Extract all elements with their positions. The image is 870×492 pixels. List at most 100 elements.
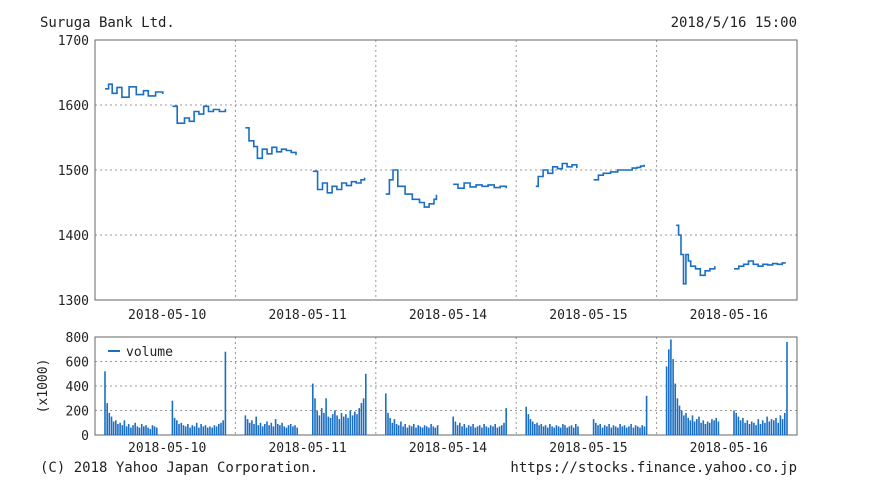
volume-bar: [432, 426, 435, 435]
volume-bar: [534, 424, 536, 435]
volume-bar: [784, 412, 786, 435]
volume-bar: [711, 419, 713, 435]
volume-bar: [689, 420, 692, 435]
volume-bar: [619, 424, 621, 435]
volume-bar: [266, 421, 268, 435]
volume-bar: [272, 426, 275, 435]
volume-bar: [487, 427, 490, 435]
volume-bar: [331, 414, 334, 435]
volume-bar: [678, 405, 681, 435]
volume-bar: [601, 427, 604, 435]
volume-x-tick-label: 2018-05-16: [690, 441, 768, 456]
volume-bar: [259, 422, 262, 436]
price-line-segment: [535, 162, 578, 188]
volume-bar: [138, 427, 141, 435]
volume-bar: [434, 427, 437, 435]
volume-bar: [637, 426, 639, 435]
volume-bar: [220, 422, 222, 436]
volume-bar: [555, 425, 558, 435]
volume-bar: [691, 415, 694, 435]
volume-bar: [459, 422, 461, 436]
volume-bar: [737, 416, 740, 435]
volume-bar: [505, 408, 507, 435]
volume-bar: [264, 424, 266, 435]
volume-panel: 0 200 400 600 800 (x1000) volume 2018-05-10 2018…: [36, 331, 798, 456]
volume-bar: [397, 425, 400, 435]
volume-bar: [283, 426, 285, 435]
source-url: https://stocks.finance.yahoo.co.jp: [510, 460, 797, 476]
volume-bar: [531, 421, 534, 435]
volume-bar: [182, 425, 185, 435]
volume-bar: [553, 427, 555, 435]
volume-bar: [706, 421, 709, 435]
volume-bar: [115, 420, 117, 435]
volume-bar: [426, 426, 428, 435]
volume-axis-label: (x1000): [36, 359, 51, 414]
volume-tick-label: 0: [81, 429, 89, 444]
volume-bar: [463, 424, 466, 435]
volume-bar: [645, 395, 648, 435]
volume-bar: [419, 426, 422, 435]
volume-bar: [527, 414, 530, 435]
volume-bar: [476, 426, 479, 435]
volume-bar: [106, 403, 108, 435]
volume-x-tick-label: 2018-05-11: [268, 441, 346, 456]
volume-bar: [218, 424, 220, 435]
volume-bar: [733, 410, 735, 435]
volume-bar: [156, 427, 158, 435]
volume-bar: [628, 426, 630, 435]
volume-bar: [683, 415, 685, 435]
volume-bar: [211, 427, 213, 435]
volume-bar: [410, 426, 413, 435]
volume-bar: [336, 415, 338, 435]
volume-bar: [674, 383, 676, 435]
volume-bar: [483, 424, 485, 435]
volume-bar: [125, 426, 128, 435]
volume-bar: [246, 419, 249, 435]
company-title: Suruga Bank Ltd.: [40, 15, 175, 31]
volume-bar: [557, 426, 560, 435]
volume-bar: [436, 425, 439, 435]
volume-bar: [314, 398, 316, 436]
volume-x-tick-label: 2018-05-10: [128, 441, 206, 456]
volume-bar: [577, 426, 579, 435]
volume-bar: [180, 422, 183, 436]
volume-bar: [112, 421, 115, 435]
volume-bar: [417, 425, 419, 435]
volume-bar: [385, 393, 387, 435]
volume-bar: [421, 427, 424, 435]
volume-bar: [704, 424, 707, 435]
volume-bar: [268, 425, 270, 435]
volume-bar: [470, 426, 472, 435]
volume-bar: [676, 398, 679, 436]
volume-bar: [387, 412, 389, 435]
volume-bar: [204, 425, 207, 435]
price-x-tick-label: 2018-05-11: [268, 308, 346, 323]
volume-bar: [316, 410, 318, 435]
volume-bar: [542, 426, 545, 435]
volume-x-tick-label: 2018-05-15: [549, 441, 627, 456]
volume-tick-label: 400: [66, 380, 89, 395]
volume-bar: [599, 424, 601, 435]
price-x-tick-label: 2018-05-10: [128, 308, 206, 323]
price-plot-frame: [94, 39, 798, 301]
volume-bar: [255, 416, 257, 435]
volume-bar: [270, 422, 273, 436]
volume-bar: [685, 412, 687, 435]
volume-bar: [632, 427, 635, 435]
volume-bar: [623, 425, 626, 435]
volume-bar: [770, 419, 773, 435]
volume-bar: [739, 420, 742, 435]
volume-bar: [766, 416, 768, 435]
volume-bar: [176, 420, 178, 435]
volume-bar: [340, 412, 343, 435]
volume-bar: [608, 424, 610, 435]
price-x-tick-label: 2018-05-16: [690, 308, 768, 323]
price-panel: 1300 1400 1500 1600 1700 2018-05-10 2018-05-11…: [58, 34, 798, 323]
volume-bar: [184, 426, 187, 435]
volume-bar: [452, 416, 454, 435]
volume-bar: [257, 425, 260, 435]
volume-bar: [206, 427, 209, 435]
volume-tick-label: 200: [66, 405, 89, 420]
